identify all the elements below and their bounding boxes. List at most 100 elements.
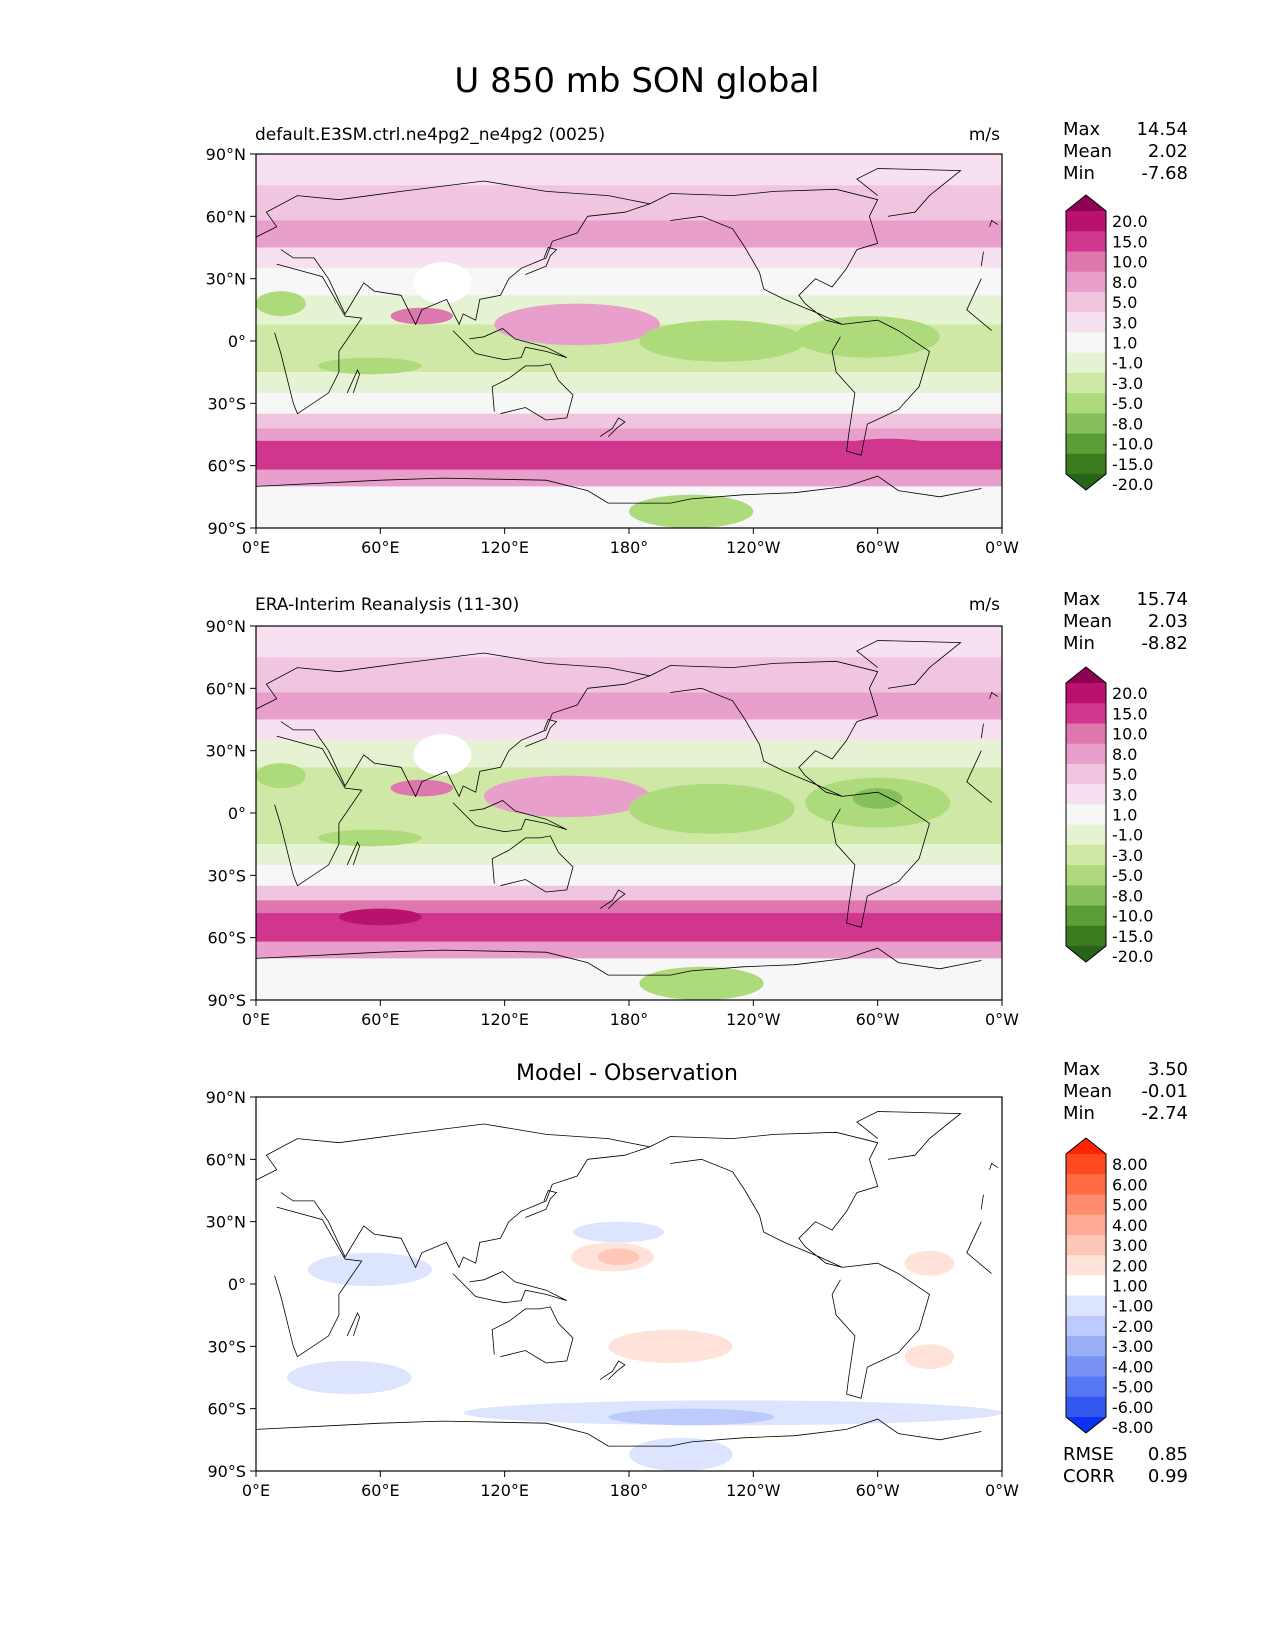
mean-label: Mean: [1063, 141, 1112, 162]
coast-south-america: [831, 319, 930, 456]
max-label: Max: [1063, 119, 1101, 140]
coast-antarctica: [256, 475, 982, 504]
colorbar-tick-label: 15.0: [1112, 232, 1148, 251]
contour-band: [256, 864, 1002, 886]
y-tick-label: 30°S: [207, 1337, 246, 1356]
contour-region: [629, 494, 754, 528]
panel-units: m/s: [969, 125, 1000, 145]
colorbar-tick-label: -5.0: [1112, 394, 1143, 413]
colorbar-tick-label: 10.0: [1112, 253, 1148, 272]
coast-africa: [274, 263, 992, 415]
colorbar-segment: [1066, 372, 1106, 394]
colorbar-segment: [1066, 332, 1106, 354]
map-area: 0°E 60°E 120°E 180° 120°W 60°W 0°W 90°N 60°N 30°N…: [206, 145, 1020, 557]
colorbar-tick-label: -1.0: [1112, 354, 1143, 373]
colorbar-segment: [1066, 784, 1106, 805]
contour-region: [494, 303, 661, 346]
contour-region: [904, 1344, 955, 1370]
colorbar-extend-max: [1066, 1138, 1106, 1154]
mean-label: Mean: [1063, 1081, 1112, 1102]
colorbar-segment: [1066, 885, 1106, 907]
metrics-block: RMSE 0.85 CORR 0.99: [1063, 1444, 1188, 1487]
colorbar-tick-label: 8.00: [1112, 1155, 1148, 1174]
colorbar: 20.015.0 10.08.05.03.0 1.0-1.0-3.0-5.0-8.0…: [1065, 194, 1153, 494]
colorbar-segment: [1066, 1154, 1106, 1175]
rmse-label: RMSE: [1063, 1444, 1114, 1465]
coast-japan: [525, 719, 558, 747]
corr-value: 0.99: [1148, 1466, 1188, 1487]
contour-band: [256, 486, 1002, 528]
y-tick-label: 30°S: [207, 866, 246, 885]
x-tick-label: 0°W: [985, 1010, 1019, 1029]
colorbar-segment: [1066, 683, 1106, 704]
contour-band: [256, 626, 1002, 658]
panel-units: m/s: [969, 595, 1000, 615]
colorbar: 8.006.00 5.004.003.002.00 1.00-1.00-2.00-3…: [1065, 1137, 1153, 1437]
coast-uk: [989, 1162, 999, 1170]
x-tick-label: 120°E: [480, 1010, 529, 1029]
y-tick-label: 0°: [228, 1275, 246, 1294]
min-label: Min: [1063, 163, 1095, 184]
coast-africa: [274, 1206, 992, 1358]
y-tick-label: 90°N: [206, 617, 246, 636]
contour-band: [256, 428, 1002, 441]
coast-greenland: [856, 640, 962, 689]
contour-band: [256, 247, 1002, 269]
colorbar-segment: [1066, 1356, 1106, 1378]
coast-indonesia: [452, 800, 567, 833]
x-tick-label: 0°W: [985, 538, 1019, 557]
coast-uk: [989, 219, 999, 227]
colorbar: 20.015.0 10.08.05.03.0 1.0-1.0-3.0-5.0-8.0…: [1065, 666, 1153, 966]
contour-region: [483, 775, 650, 818]
colorbar-tick-label: 20.0: [1112, 684, 1148, 703]
colorbar-tick-label: -3.0: [1112, 374, 1143, 393]
colorbar-tick-label: 1.00: [1112, 1277, 1148, 1296]
mean-value: 2.02: [1148, 141, 1188, 162]
coast-south-america: [831, 791, 930, 928]
colorbar-segment: [1066, 271, 1106, 293]
min-label: Min: [1063, 1103, 1095, 1124]
panel-observation: ERA-Interim Reanalysis (11-30) m/s 0°E 60…: [206, 589, 1188, 1029]
x-tick-label: 0°E: [242, 1010, 270, 1029]
y-tick-label: 30°S: [207, 394, 246, 413]
max-value: 15.74: [1136, 589, 1188, 610]
contour-region: [287, 1360, 412, 1395]
colorbar-outline: [1065, 666, 1107, 963]
contour-band: [256, 154, 1002, 186]
contour-band: [256, 268, 1002, 296]
colorbar-tick-label: 3.00: [1112, 1236, 1148, 1255]
coast-north-america: [649, 188, 879, 325]
contour-region: [794, 316, 940, 358]
coastlines: [256, 640, 999, 976]
colorbar-tick-label: 1.0: [1112, 334, 1137, 353]
colorbar-segment: [1066, 1255, 1106, 1276]
contour-region: [573, 1221, 665, 1243]
coast-antarctica: [256, 1418, 982, 1447]
colorbar-tick-label: 2.00: [1112, 1256, 1148, 1275]
colorbar-segment: [1066, 231, 1106, 252]
contour-region: [629, 1437, 733, 1471]
contour-band: [256, 844, 1002, 865]
contour-region: [318, 829, 422, 847]
y-tick-label: 0°: [228, 804, 246, 823]
colorbar-segment: [1066, 413, 1106, 435]
coast-australia: [491, 835, 574, 893]
stats-block: Max 3.50 Mean -0.01 Min -2.74: [1063, 1059, 1188, 1124]
colorbar-segment: [1066, 844, 1106, 866]
colorbar-tick-label: 1.0: [1112, 806, 1137, 825]
colorbar-segment: [1066, 763, 1106, 785]
y-tick-label: 30°N: [206, 270, 246, 289]
colorbar-tick-label: 5.0: [1112, 293, 1137, 312]
contour-band: [256, 692, 1002, 720]
mean-value: -0.01: [1141, 1081, 1188, 1102]
colorbar-tick-label: -5.00: [1112, 1378, 1153, 1397]
colorbar-tick-label: -1.00: [1112, 1297, 1153, 1316]
coastlines: [256, 168, 999, 504]
colorbar-segment: [1066, 1275, 1106, 1297]
colorbar-segment: [1066, 743, 1106, 765]
colorbar-tick-label: 8.0: [1112, 273, 1137, 292]
coast-north-america: [649, 1131, 879, 1268]
contour-band: [256, 657, 1002, 693]
coast-japan: [525, 247, 558, 275]
min-value: -8.82: [1141, 633, 1188, 654]
